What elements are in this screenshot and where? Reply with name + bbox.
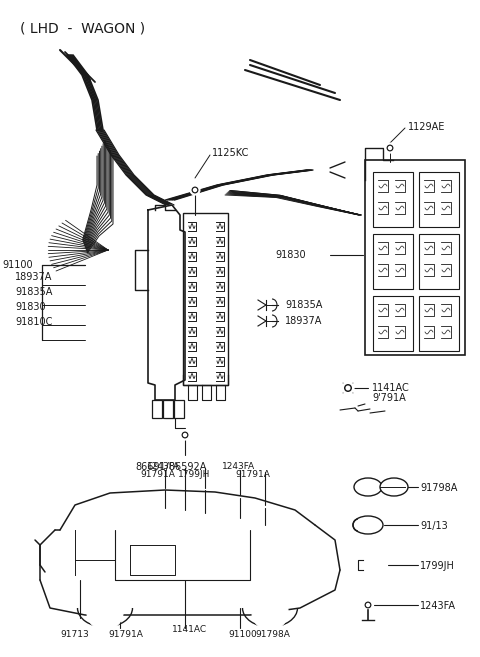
Bar (419, 172, 459, 227)
Text: ( LHD  -  WAGON ): ( LHD - WAGON ) (20, 22, 145, 36)
Text: 91830: 91830 (15, 302, 46, 312)
Circle shape (345, 385, 351, 392)
Circle shape (388, 147, 392, 150)
Text: 91100: 91100 (2, 260, 33, 270)
Circle shape (359, 551, 387, 579)
Text: 1243FA: 1243FA (222, 462, 255, 471)
Circle shape (387, 145, 393, 150)
Text: 91791A: 91791A (140, 470, 175, 479)
Bar (419, 296, 459, 351)
Text: 91835A: 91835A (285, 300, 323, 310)
Circle shape (94, 601, 116, 623)
Circle shape (190, 185, 200, 195)
Ellipse shape (380, 478, 408, 496)
Text: 86691/86592A: 86691/86592A (135, 462, 206, 472)
Text: 1799JH: 1799JH (420, 561, 455, 571)
Text: 91830: 91830 (275, 250, 306, 260)
Text: 1141AC: 1141AC (172, 625, 207, 634)
Bar (174, 400, 184, 418)
Text: 1243FA: 1243FA (147, 462, 180, 471)
Circle shape (192, 187, 198, 193)
Text: 1125KC: 1125KC (212, 148, 250, 158)
Text: 1799JH: 1799JH (178, 470, 210, 479)
Bar (373, 296, 413, 351)
Text: 91791A: 91791A (235, 470, 270, 479)
Circle shape (180, 430, 190, 440)
Bar (373, 234, 413, 289)
Circle shape (193, 189, 196, 191)
Text: 9'791A: 9'791A (372, 393, 406, 403)
Circle shape (365, 557, 381, 573)
Text: 18937A: 18937A (285, 316, 323, 326)
Circle shape (182, 432, 188, 438)
Ellipse shape (353, 516, 383, 534)
Text: 91798A: 91798A (420, 483, 457, 493)
Circle shape (259, 601, 281, 623)
Text: 91835A: 91835A (15, 287, 52, 297)
Circle shape (87, 594, 123, 630)
Circle shape (342, 382, 354, 394)
Text: 91791A: 91791A (108, 630, 143, 639)
Circle shape (252, 594, 288, 630)
Circle shape (385, 143, 395, 153)
Text: 1243FA: 1243FA (420, 601, 456, 611)
Bar (183, 213, 228, 385)
Circle shape (363, 600, 373, 610)
Text: 1141AC: 1141AC (372, 383, 410, 393)
Bar (419, 234, 459, 289)
Bar (365, 160, 465, 355)
Bar (373, 172, 413, 227)
Circle shape (365, 602, 371, 608)
Bar (152, 400, 162, 418)
Text: 91100: 91100 (228, 630, 257, 639)
Circle shape (346, 386, 350, 390)
Bar (163, 400, 173, 418)
Circle shape (367, 604, 370, 606)
Text: 91713: 91713 (60, 630, 89, 639)
Text: 91/13: 91/13 (420, 521, 448, 531)
Circle shape (183, 434, 187, 436)
Text: 1129AE: 1129AE (408, 122, 445, 132)
Text: 18937A: 18937A (15, 272, 52, 282)
Text: 91810C: 91810C (15, 317, 52, 327)
Polygon shape (148, 205, 185, 400)
Text: 91798A: 91798A (255, 630, 290, 639)
Ellipse shape (354, 478, 382, 496)
